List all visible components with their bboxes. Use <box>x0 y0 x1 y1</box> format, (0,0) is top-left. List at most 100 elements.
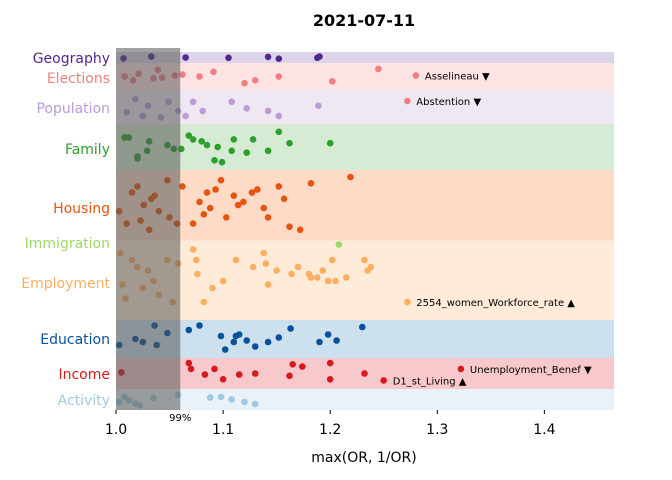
annotation-point-elections-0 <box>412 72 420 79</box>
point-employment-12 <box>189 246 197 253</box>
annotation-point-employment-0 <box>404 298 411 306</box>
point-education-6 <box>185 326 193 334</box>
point-income-3 <box>201 371 209 378</box>
threshold-label: 99% <box>169 413 191 424</box>
point-education-9 <box>221 346 229 353</box>
point-employment-28 <box>314 274 321 281</box>
point-activity-10 <box>241 398 248 406</box>
point-income-9 <box>289 361 297 368</box>
point-employment-34 <box>361 256 368 264</box>
point-housing-14 <box>189 220 197 227</box>
category-label-immigration: Immigration <box>25 236 110 252</box>
annotation-point-income-0 <box>457 365 465 373</box>
point-income-11 <box>326 376 334 383</box>
point-employment-18 <box>232 256 240 264</box>
x-axis-label: max(OR, 1/OR) <box>311 450 416 466</box>
point-employment-13 <box>193 256 200 264</box>
point-employment-17 <box>219 277 227 285</box>
point-housing-34 <box>347 173 354 181</box>
point-population-12 <box>264 107 272 115</box>
point-housing-32 <box>296 226 304 234</box>
point-education-15 <box>264 338 272 346</box>
point-family-12 <box>203 141 211 149</box>
point-housing-26 <box>254 186 261 193</box>
point-education-7 <box>196 322 203 329</box>
point-housing-13 <box>179 183 186 190</box>
point-employment-25 <box>294 263 302 271</box>
point-education-16 <box>275 334 283 341</box>
point-family-16 <box>228 147 235 155</box>
point-employment-27 <box>307 274 315 281</box>
point-elections-8 <box>196 73 203 80</box>
point-housing-33 <box>307 180 315 187</box>
point-family-23 <box>326 139 334 147</box>
point-employment-33 <box>343 274 350 281</box>
band-population <box>116 90 614 124</box>
point-education-13 <box>243 337 250 344</box>
point-housing-17 <box>203 189 211 196</box>
band-immigration <box>116 240 614 242</box>
band-geography <box>116 52 614 63</box>
point-population-10 <box>228 98 235 106</box>
annotation-point-income-1 <box>380 377 388 384</box>
point-housing-21 <box>223 214 230 221</box>
x-tick-label-0: 1.0 <box>105 422 127 438</box>
point-employment-20 <box>260 249 268 257</box>
point-employment-31 <box>329 256 336 264</box>
annotation-label-elections-1: Abstention ▼ <box>416 97 481 108</box>
band-housing <box>116 170 614 240</box>
point-family-13 <box>211 157 218 164</box>
point-education-8 <box>217 332 225 340</box>
band-elections <box>116 63 614 90</box>
point-population-11 <box>243 105 250 112</box>
point-family-19 <box>249 136 257 143</box>
point-housing-25 <box>248 189 256 196</box>
point-income-1 <box>185 359 193 367</box>
point-geography-3 <box>225 54 232 62</box>
point-family-14 <box>214 143 221 151</box>
point-family-10 <box>189 136 197 143</box>
point-housing-19 <box>212 186 219 193</box>
point-family-20 <box>264 147 272 155</box>
point-employment-24 <box>288 270 295 278</box>
point-elections-12 <box>275 73 283 80</box>
x-tick-label-2: 1.2 <box>319 422 341 438</box>
chart-title: 2021-07-11 <box>313 11 415 30</box>
point-education-17 <box>287 325 294 332</box>
point-family-15 <box>218 158 226 166</box>
point-population-9 <box>199 107 206 115</box>
category-labels: Geography Elections Population Family Housin… <box>21 51 110 409</box>
annotations: Asselineau ▼ Abstention ▼ 2554_women_Workf… <box>380 72 592 387</box>
point-employment-30 <box>324 277 332 285</box>
point-population-13 <box>275 112 283 120</box>
point-family-21 <box>275 128 283 136</box>
annotation-point-elections-1 <box>404 97 411 105</box>
point-employment-19 <box>249 263 257 271</box>
point-geography-7 <box>316 53 323 60</box>
point-housing-15 <box>196 198 203 206</box>
point-employment-32 <box>332 277 339 285</box>
point-elections-7 <box>179 71 186 78</box>
point-education-10 <box>230 338 238 346</box>
band-employment <box>116 242 614 320</box>
point-family-9 <box>185 132 193 139</box>
point-elections-13 <box>329 78 336 85</box>
point-elections-9 <box>210 68 217 76</box>
point-income-7 <box>251 370 259 377</box>
point-housing-16 <box>200 211 208 218</box>
point-education-20 <box>333 337 340 344</box>
band-family <box>116 124 614 170</box>
point-income-4 <box>211 365 218 373</box>
point-geography-5 <box>275 55 283 62</box>
category-label-geography: Geography <box>33 51 110 67</box>
point-housing-28 <box>264 214 272 221</box>
point-elections-14 <box>375 65 382 73</box>
point-employment-14 <box>194 270 201 278</box>
point-population-14 <box>315 102 322 109</box>
point-income-6 <box>235 371 243 378</box>
annotation-label-elections-0: Asselineau ▼ <box>425 72 490 83</box>
category-label-population: Population <box>36 101 110 117</box>
category-label-family: Family <box>65 142 110 158</box>
category-label-housing: Housing <box>53 201 110 217</box>
